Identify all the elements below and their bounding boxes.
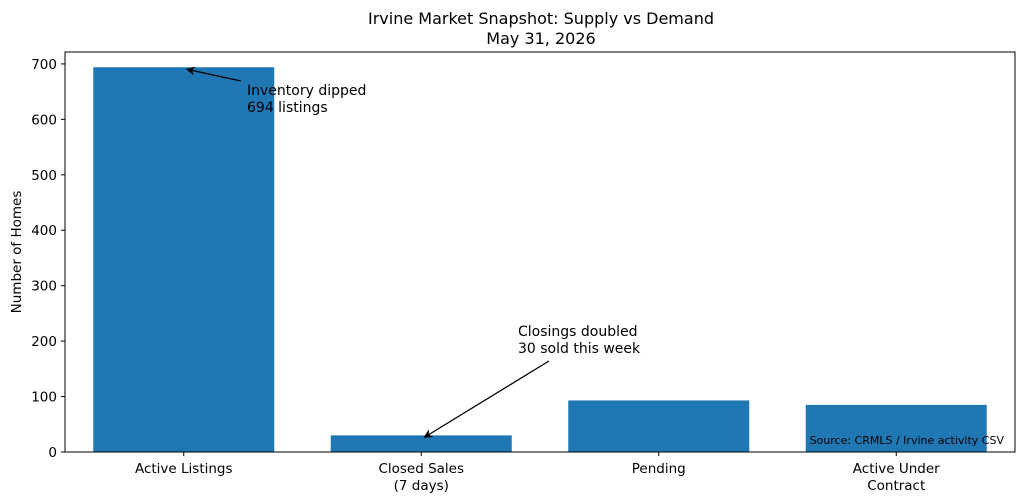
bar	[93, 67, 275, 452]
annotation-text: Closings doubled 30 sold this week	[518, 324, 641, 357]
x-tick-label: Pending	[632, 461, 686, 477]
chart-subtitle: May 31, 2026	[486, 29, 595, 48]
chart-title: Irvine Market Snapshot: Supply vs Demand	[368, 9, 714, 28]
y-tick-label: 500	[31, 168, 57, 184]
x-tick-label: Active Listings	[135, 461, 233, 477]
y-tick-label: 600	[31, 112, 57, 128]
x-tick-label: Closed Sales (7 days)	[378, 461, 464, 494]
source-note: Source: CRMLS / Irvine activity CSV	[810, 434, 1005, 447]
y-tick-label: 300	[31, 279, 57, 295]
bar	[568, 400, 750, 452]
x-tick-label: Active Under Contract	[853, 461, 940, 494]
annotation-arrow	[423, 360, 550, 438]
annotation-arrow	[185, 66, 242, 82]
plot-frame	[64, 51, 1016, 453]
bar	[330, 435, 512, 452]
y-tick-label: 200	[31, 334, 57, 350]
y-tick-label: 700	[31, 57, 57, 73]
y-tick-label: 400	[31, 223, 57, 239]
y-tick-label: 0	[48, 445, 57, 461]
annotation-text: Inventory dipped 694 listings	[247, 83, 366, 116]
y-axis-label: Number of Homes	[9, 191, 25, 314]
bar	[805, 404, 987, 452]
y-tick-label: 100	[31, 390, 57, 406]
